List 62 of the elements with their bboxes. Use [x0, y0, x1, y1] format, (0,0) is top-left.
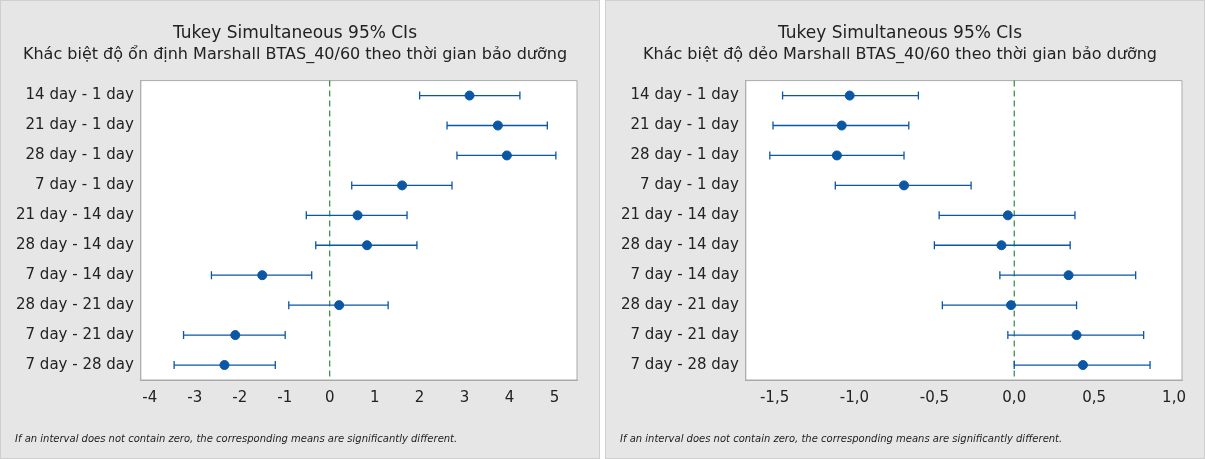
y-tick-label: 14 day - 1 day — [25, 85, 134, 104]
chart-subtitle: Khác biệt độ dẻo Marshall BTAS_40/60 theo thời gian bảo dưỡng — [643, 44, 1157, 65]
chart-subtitle: Khác biệt độ ổn định Marshall BTAS_40/60 theo thời gian bảo dưỡng — [22, 44, 568, 65]
point — [397, 180, 408, 191]
point — [362, 240, 373, 251]
x-tick-label: -3 — [187, 387, 203, 406]
x-tick-label: 0,5 — [1082, 387, 1107, 406]
point — [899, 180, 910, 191]
y-tick-label: 28 day - 14 day — [16, 235, 134, 254]
y-tick-label: 28 day - 1 day — [25, 145, 134, 164]
point — [492, 120, 503, 131]
x-tick-label: 5 — [549, 387, 560, 406]
y-tick-label: 14 day - 1 day — [630, 85, 739, 104]
point — [996, 240, 1007, 251]
y-tick-label: 7 day - 14 day — [25, 265, 134, 284]
point — [501, 150, 512, 161]
point — [464, 90, 475, 101]
x-tick-label: 0 — [324, 387, 335, 406]
y-tick-label: 7 day - 21 day — [25, 324, 134, 343]
x-tick-label: -2 — [232, 387, 248, 406]
point — [1063, 270, 1074, 281]
y-tick-label: 21 day - 1 day — [25, 115, 134, 134]
point — [230, 330, 241, 341]
text: If an interval does not contain zero, the corresponding means are significantly different. — [620, 433, 1063, 444]
y-tick-label: 7 day - 21 day — [630, 324, 739, 343]
point — [219, 360, 230, 371]
point — [844, 90, 855, 101]
text: If an interval does not contain zero, the corresponding means are significantly different. — [15, 433, 458, 444]
y-tick-label: 28 day - 14 day — [621, 235, 739, 254]
point — [352, 210, 363, 221]
y-tick-label: 7 day - 1 day — [35, 175, 134, 194]
x-tick-label: 1,0 — [1162, 387, 1186, 406]
point — [334, 300, 345, 311]
x-tick-label: -1,5 — [759, 387, 790, 406]
y-tick-label: 7 day - 14 day — [630, 265, 739, 284]
point — [1071, 330, 1082, 341]
x-tick-label: -1,0 — [839, 387, 870, 406]
point — [257, 270, 268, 281]
y-tick-label: 28 day - 21 day — [16, 295, 134, 314]
x-tick-label: -4 — [142, 387, 158, 406]
x-tick-label: 2 — [414, 387, 425, 406]
y-tick-label: 21 day - 14 day — [621, 205, 739, 224]
x-tick-label: -1 — [277, 387, 293, 406]
y-tick-label: 28 day - 21 day — [621, 295, 739, 314]
x-tick-label: -0,5 — [919, 387, 949, 406]
y-tick-label: 21 day - 1 day — [630, 115, 739, 134]
y-tick-label: 28 day - 1 day — [630, 145, 739, 164]
x-tick-label: 0,0 — [1002, 387, 1027, 406]
x-tick-label: 3 — [459, 387, 470, 406]
point — [836, 120, 847, 131]
x-tick-label: 4 — [504, 387, 515, 406]
y-tick-label: 7 day - 28 day — [630, 354, 739, 373]
point — [1077, 360, 1088, 371]
y-tick-label: 21 day - 14 day — [16, 205, 134, 224]
point — [831, 150, 842, 161]
chart-title: Tukey Simultaneous 95% CIs — [172, 21, 418, 42]
chart-title: Tukey Simultaneous 95% CIs — [777, 21, 1023, 42]
y-tick-label: 7 day - 28 day — [25, 354, 134, 373]
point — [1006, 300, 1017, 311]
point — [1002, 210, 1013, 221]
y-tick-label: 7 day - 1 day — [640, 175, 739, 194]
x-tick-label: 1 — [369, 387, 380, 406]
